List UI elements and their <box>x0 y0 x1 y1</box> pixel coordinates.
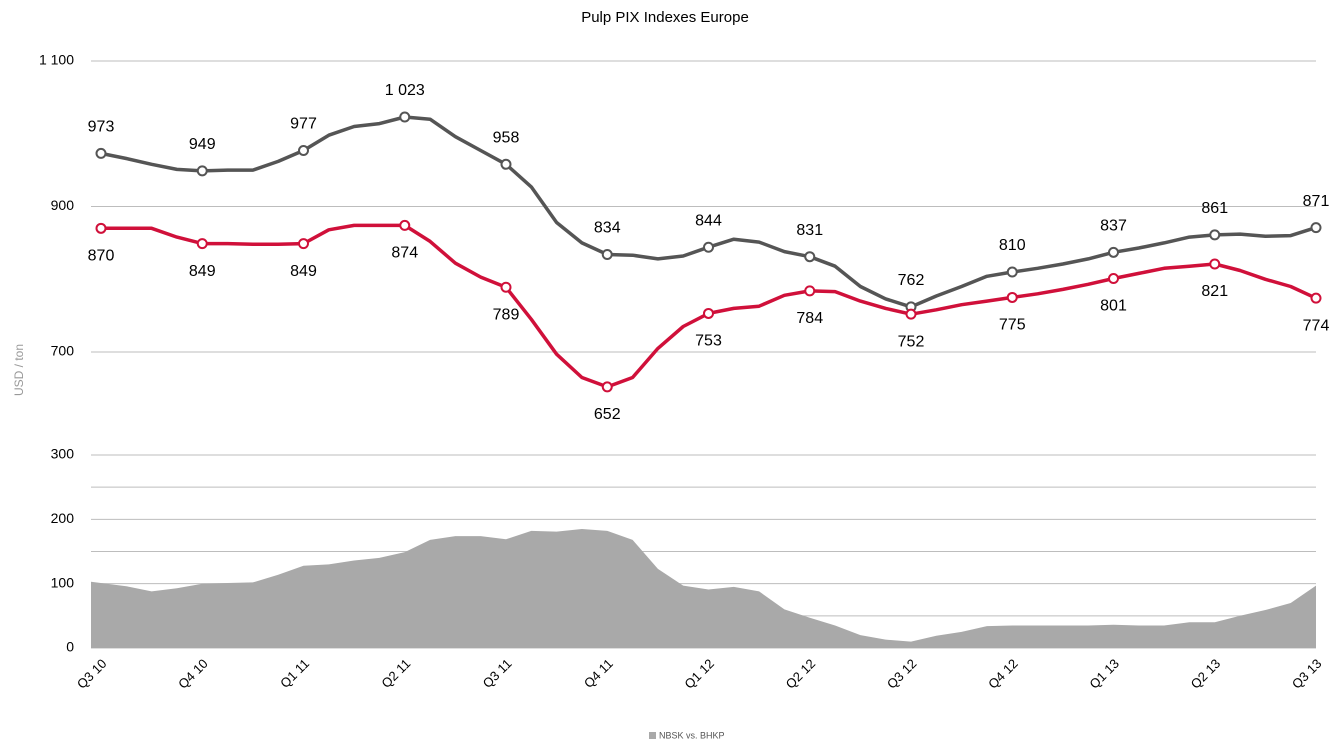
x-tick-label: Q3 12 <box>884 656 920 692</box>
x-tick-label: Q3 10 <box>74 656 110 692</box>
y-axis-label: USD / ton <box>12 344 26 396</box>
data-label: 810 <box>999 237 1026 254</box>
data-label: 1 023 <box>385 82 425 99</box>
point-marker <box>804 285 816 297</box>
legend-label: NBSK vs. BHKP <box>659 730 725 740</box>
x-tick-label: Q1 13 <box>1086 656 1122 692</box>
point-marker <box>399 219 411 231</box>
point-marker <box>804 251 816 263</box>
point-marker <box>1006 266 1018 278</box>
data-label: 762 <box>898 272 925 289</box>
data-label: 973 <box>88 119 115 136</box>
point-marker <box>95 222 107 234</box>
x-tick-label: Q4 12 <box>985 656 1021 692</box>
data-label: 871 <box>1303 193 1330 210</box>
legend-swatch <box>649 732 656 739</box>
series-area <box>91 529 1316 648</box>
data-label: 958 <box>493 130 520 147</box>
x-tick-label: Q1 11 <box>277 656 312 691</box>
point-marker <box>1310 292 1322 304</box>
data-label: 652 <box>594 406 621 423</box>
x-tick-label: Q2 12 <box>783 656 819 692</box>
data-label: 784 <box>796 310 823 327</box>
point-marker <box>1209 229 1221 241</box>
point-marker <box>905 308 917 320</box>
x-tick-label: Q3 11 <box>480 656 515 691</box>
point-marker <box>1209 258 1221 270</box>
point-marker <box>1310 222 1322 234</box>
x-tick-label: Q2 13 <box>1188 656 1224 692</box>
data-label: 831 <box>796 222 823 239</box>
y-tick-label: 700 <box>51 343 75 359</box>
point-marker <box>601 249 613 261</box>
x-tick-label: Q3 13 <box>1289 656 1325 692</box>
data-label: 837 <box>1100 218 1127 235</box>
data-label: 774 <box>1303 317 1330 334</box>
x-tick-label: Q2 11 <box>378 656 413 691</box>
x-tick-label: Q4 11 <box>581 656 616 691</box>
point-marker <box>703 241 714 253</box>
point-marker <box>95 147 107 159</box>
data-label: 821 <box>1201 283 1228 300</box>
point-marker <box>298 238 309 250</box>
data-label: 775 <box>999 317 1026 334</box>
data-label: 844 <box>695 212 722 229</box>
data-label: 874 <box>391 245 418 262</box>
data-label: 949 <box>189 136 216 153</box>
data-label: 753 <box>695 333 722 350</box>
x-tick-label: Q1 12 <box>681 656 717 692</box>
y-tick-label: 100 <box>51 574 75 590</box>
y-tick-label: 900 <box>51 197 75 213</box>
data-label: 789 <box>493 306 520 323</box>
y-tick-label: 200 <box>51 510 75 526</box>
data-label: 977 <box>290 116 317 133</box>
data-label: 752 <box>898 333 925 350</box>
point-marker <box>601 381 613 393</box>
data-label: 849 <box>290 263 317 280</box>
point-marker <box>1108 246 1119 258</box>
x-tick-label: Q4 10 <box>175 656 211 692</box>
point-marker <box>500 158 512 170</box>
point-marker <box>298 144 309 156</box>
data-label: 849 <box>189 263 216 280</box>
y-tick-label: 300 <box>51 446 75 462</box>
point-marker <box>500 281 512 293</box>
chart-title: Pulp PIX Indexes Europe <box>581 9 749 26</box>
point-marker <box>196 238 208 250</box>
data-label: 861 <box>1201 200 1228 217</box>
data-label: 801 <box>1100 298 1127 315</box>
point-marker <box>1108 273 1119 285</box>
point-marker <box>1006 291 1018 303</box>
y-tick-label: 1 100 <box>39 52 74 68</box>
y-tick-label: 0 <box>66 639 74 655</box>
point-marker <box>196 165 208 177</box>
data-label: 834 <box>594 220 621 237</box>
point-marker <box>703 307 714 319</box>
point-marker <box>399 111 411 123</box>
data-label: 870 <box>88 248 115 265</box>
